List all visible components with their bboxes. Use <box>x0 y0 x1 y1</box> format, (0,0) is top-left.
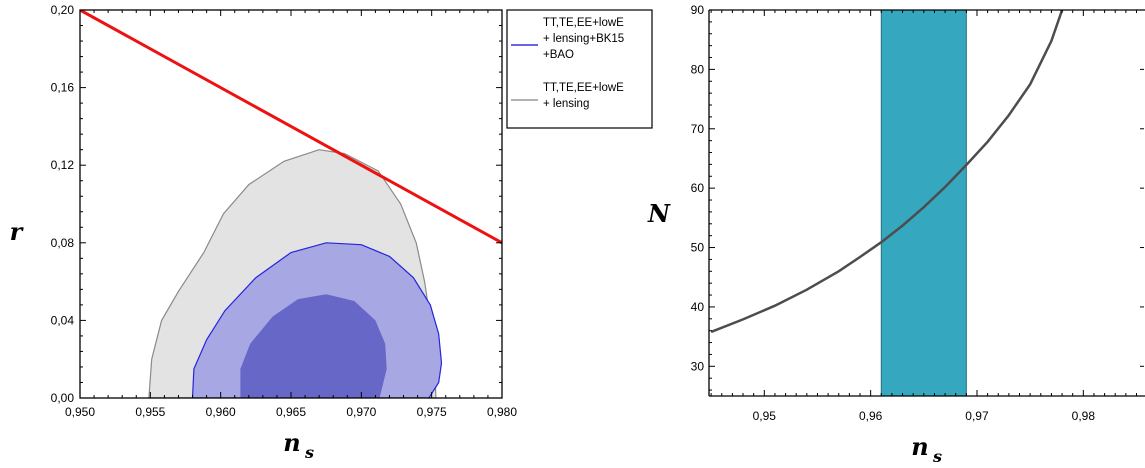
y-tick-label: 90 <box>691 3 705 17</box>
x-tick-label: 0,98 <box>1072 409 1096 423</box>
ns-band <box>880 10 967 396</box>
x-axis-label-subscript: s <box>304 443 314 462</box>
y-tick-label: 0,12 <box>51 158 75 172</box>
y-axis-label: r <box>10 217 25 246</box>
y-tick-label: 30 <box>691 359 705 373</box>
right-chart: 0,95 0,96 0,97 0,98 30 40 50 60 70 80 90 n s N <box>647 3 1145 466</box>
x-tick-label: 0,960 <box>206 405 236 419</box>
x-tick-label: 0,97 <box>965 409 989 423</box>
x-tick-label: 0,965 <box>276 405 306 419</box>
right-plot-area <box>710 10 1064 396</box>
y-tick-label: 40 <box>691 300 705 314</box>
y-tick-label: 0,00 <box>51 391 75 405</box>
x-tick-label: 0,95 <box>753 409 777 423</box>
x-axis-label: n <box>283 428 300 457</box>
x-axis-label: n <box>911 432 928 461</box>
legend-label-line: + lensing <box>543 98 589 110</box>
y-tick-label: 60 <box>691 181 705 195</box>
y-tick-label: 0,20 <box>51 3 75 17</box>
y-tick-label: 0,08 <box>51 236 75 250</box>
x-axis-label-subscript: s <box>932 447 942 466</box>
y-axis-label: N <box>647 199 671 228</box>
red-line <box>80 10 502 245</box>
y-tick-label: 50 <box>691 241 705 255</box>
legend-box <box>506 9 653 129</box>
left-chart: 0,950 0,955 0,960 0,965 0,970 0,975 0,980 0,00 0… <box>10 3 653 462</box>
legend-label-line: TT,TE,EE+lowE <box>543 17 624 29</box>
n-curve <box>710 10 1064 334</box>
x-tick-label: 0,955 <box>135 405 165 419</box>
x-tick-label: 0,970 <box>346 405 376 419</box>
y-tick-label: 70 <box>691 122 705 136</box>
x-tick-label: 0,975 <box>417 405 447 419</box>
legend-label-line: +BAO <box>543 49 574 61</box>
y-tick-label: 0,04 <box>51 313 75 327</box>
legend-label-line: + lensing+BK15 <box>543 33 624 45</box>
x-tick-label: 0,950 <box>65 405 95 419</box>
x-tick-label: 0,96 <box>859 409 883 423</box>
legend: TT,TE,EE+lowE + lensing+BK15 +BAO TT,TE,EE+… <box>506 9 653 129</box>
left-plot-area <box>80 10 502 398</box>
y-tick-label: 0,16 <box>51 81 75 95</box>
contour-68-3 <box>240 294 387 398</box>
y-tick-label: 80 <box>691 62 705 76</box>
legend-label-line: TT,TE,EE+lowE <box>543 82 624 94</box>
x-tick-label: 0,980 <box>487 405 517 419</box>
